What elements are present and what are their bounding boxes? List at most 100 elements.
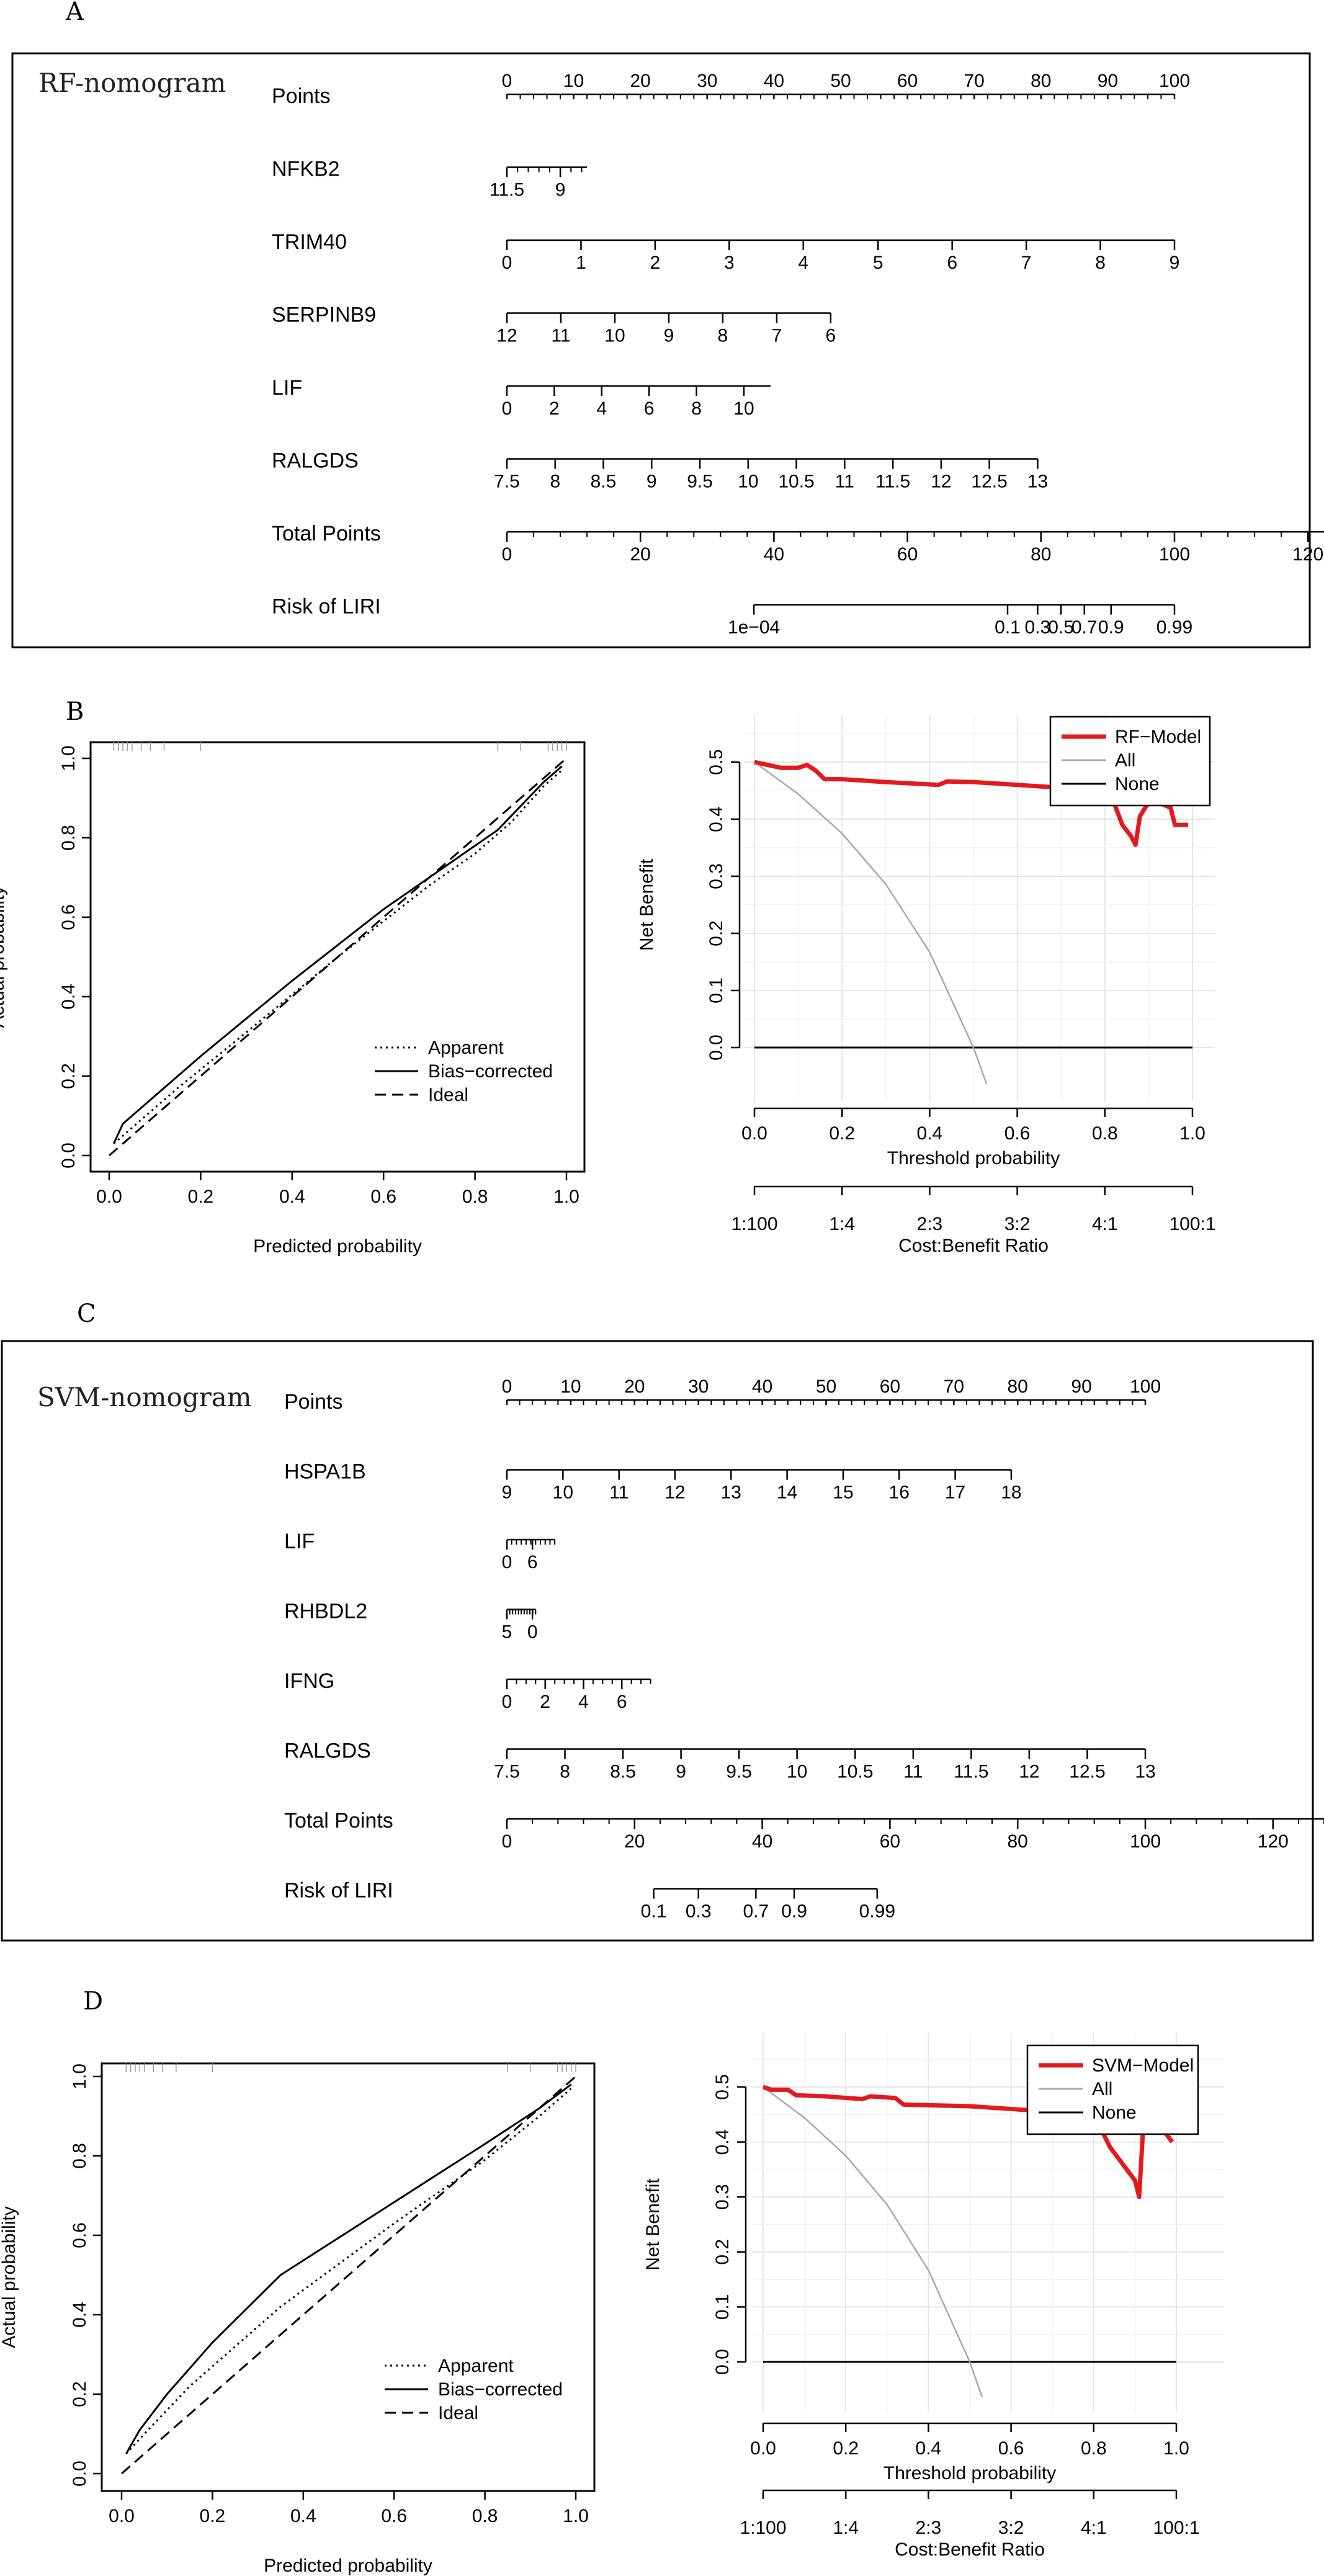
y-tick-label: 0.2 — [706, 920, 727, 946]
x-tick-label: 0.8 — [472, 2506, 498, 2526]
ratio-tick-label: 1:4 — [833, 2518, 859, 2538]
x-tick-label: 0.6 — [998, 2438, 1024, 2459]
tick-label: 8 — [718, 326, 728, 346]
row-label-total-points: Total Points — [272, 522, 381, 545]
row-label-trim40: TRIM40 — [272, 230, 347, 254]
panel-letter-d: D — [83, 1987, 103, 2016]
tick-label: 7 — [772, 326, 782, 346]
row-label-hspa1b: HSPA1B — [284, 1460, 366, 1484]
tick-label: 11 — [609, 1483, 628, 1503]
x-axis-title: Predicted probability — [253, 1236, 422, 1257]
y-tick-label: 0.4 — [706, 806, 727, 832]
x-tick-label: 0.2 — [200, 2506, 226, 2526]
row-axis-risk-of-liri: 0.1 0.3 0.7 0.9 0.99 — [641, 1888, 895, 1922]
tick-label: 0.9 — [781, 1901, 807, 1922]
row-label-rhbdl2: RHBDL2 — [284, 1600, 367, 1623]
y-tick-label: 0.3 — [712, 2184, 733, 2210]
legend-label-ideal: Ideal — [438, 2403, 478, 2423]
y-tick-label: 0.5 — [712, 2074, 733, 2100]
tick-label: 50 — [830, 71, 851, 91]
tick-label: 70 — [964, 71, 985, 91]
ratio-tick-label: 3:2 — [998, 2518, 1024, 2538]
row-label-risk-of-liri: Risk of LIRI — [272, 595, 381, 619]
legend-label-rf-model: RF−Model — [1115, 727, 1201, 747]
tick-label: 100 — [1159, 71, 1190, 91]
x-tick-label: 0.4 — [916, 2438, 942, 2459]
tick-label: 20 — [624, 1376, 645, 1397]
legend-label-apparent: Apparent — [428, 1038, 504, 1058]
tick-label: 10 — [560, 1376, 581, 1397]
y-tick-label: 0.1 — [706, 977, 727, 1003]
nomogram-title: RF-nomogram — [38, 68, 226, 98]
tick-label: 12 — [931, 472, 951, 492]
tick-label: 100 — [1159, 544, 1190, 565]
tick-label: 18 — [1001, 1483, 1021, 1503]
tick-label: 0.99 — [1156, 617, 1192, 638]
tick-label: 12.5 — [971, 472, 1007, 492]
ratio-tick-label: 2:3 — [917, 1214, 943, 1234]
ratio-tick-label: 4:1 — [1081, 2518, 1107, 2538]
tick-label: 9 — [676, 1762, 686, 1782]
y-tick-label: 0.3 — [706, 863, 727, 889]
tick-label: 80 — [1008, 1376, 1028, 1397]
legend-label-apparent: Apparent — [438, 2356, 514, 2376]
tick-label: 8 — [560, 1762, 570, 1782]
row-axis-serpinb9: 12 11 10 9 8 7 6 — [496, 312, 836, 346]
tick-label: 0 — [502, 1552, 512, 1573]
x-axis-title: Predicted probability — [264, 2556, 432, 2576]
tick-label: 40 — [752, 1376, 772, 1397]
x-tick-label: 0.8 — [462, 1187, 488, 1207]
row-label-ifng: IFNG — [284, 1669, 334, 1693]
tick-label: 60 — [897, 544, 918, 565]
plot-frame — [89, 741, 586, 1173]
tick-label: 11.5 — [954, 1762, 988, 1782]
tick-label: 10 — [553, 1483, 573, 1503]
tick-label: 10.5 — [778, 472, 814, 492]
x-tick-label: 1.0 — [1179, 1123, 1205, 1144]
tick-label: 9 — [646, 472, 657, 492]
x-tick-label: 1.0 — [563, 2506, 589, 2526]
tick-label: 0 — [502, 1831, 512, 1852]
row-axis-nfkb2: 11.5 9 — [490, 166, 588, 200]
y-tick-label: 0.2 — [69, 2381, 90, 2407]
row-label-points: Points — [284, 1390, 343, 1414]
tick-label: 5 — [502, 1622, 512, 1643]
series-ideal — [109, 757, 567, 1157]
rf-calibration-plot: 0.0 0.0 0.2 0.2 0.4 0.4 0.6 0.6 0.8 0.8 1.0 1.0 Pred… — [0, 741, 586, 1257]
legend-label-none: None — [1115, 774, 1160, 794]
row-label-serpinb9: SERPINB9 — [272, 303, 376, 327]
legend-label-none: None — [1092, 2103, 1137, 2123]
svm-decision-curve: 0.0 0.2 0.4 0.6 0.8 1.0 Threshold probability 0… — [643, 2033, 1224, 2560]
panel-letter-a: A — [65, 0, 84, 26]
legend-label-ideal: Ideal — [428, 1085, 468, 1105]
tick-label: 9 — [555, 180, 566, 200]
tick-label: 4 — [578, 1692, 589, 1712]
tick-label: 0.7 — [1071, 617, 1098, 638]
tick-label: 100 — [1130, 1831, 1161, 1852]
row-axis-lif: 0 2 4 6 8 10 — [502, 385, 771, 419]
tick-label: 0.1 — [995, 617, 1021, 638]
y-tick-label: 0.2 — [58, 1063, 79, 1089]
plot-frame — [101, 2062, 596, 2492]
x-tick-label: 0.2 — [829, 1123, 855, 1144]
tick-label: 13 — [1027, 472, 1048, 492]
y-axis-title: Actual probability — [0, 886, 8, 1028]
tick-label: 0.1 — [641, 1901, 667, 1922]
row-axis-points: 0 10 20 30 40 50 60 70 80 90 100 — [502, 1376, 1161, 1405]
tick-label: 15 — [833, 1483, 853, 1503]
tick-label: 4 — [596, 398, 607, 419]
tick-label: 17 — [945, 1483, 965, 1503]
tick-label: 4 — [798, 253, 808, 273]
tick-label: 20 — [630, 544, 651, 565]
tick-label: 60 — [880, 1831, 900, 1852]
x-tick-label: 0.2 — [833, 2438, 859, 2459]
legend-label-bias-corrected: Bias−corrected — [438, 2379, 563, 2400]
y-tick-label: 0.4 — [58, 984, 79, 1010]
tick-label: 50 — [816, 1376, 836, 1397]
tick-label: 0 — [502, 398, 512, 419]
series-ideal — [121, 2075, 576, 2475]
row-axis-trim40: 0 1 2 3 4 5 6 7 8 9 — [502, 239, 1179, 273]
tick-label: 11.5 — [490, 180, 524, 200]
